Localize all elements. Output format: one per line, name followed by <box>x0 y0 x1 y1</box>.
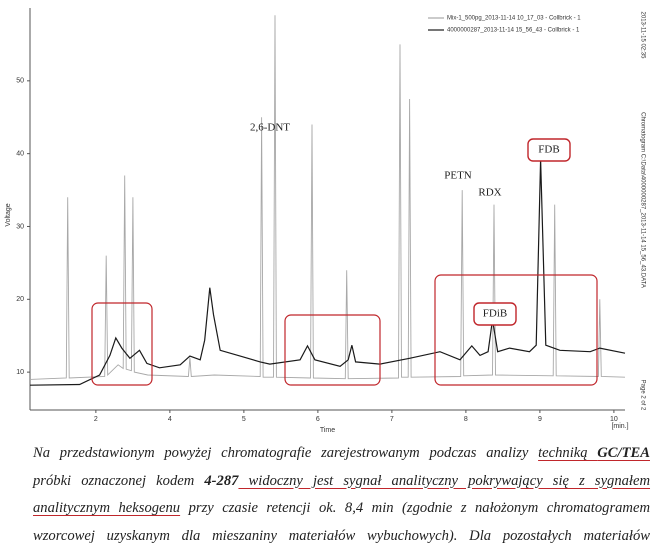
caption-text: analitycznym heksogenu <box>33 500 181 516</box>
caption-text: 4-287 <box>204 472 239 489</box>
chromatogram: 10 20 30 40 50 2 4 5 6 7 8 9 10 Time [min.] Voltage Mix-… <box>5 8 645 434</box>
x-tick-label: 5 <box>242 416 246 423</box>
y-tick-label: 40 <box>16 150 24 157</box>
x-tick-label: 4 <box>168 416 172 423</box>
caption-text: Na przedstawionym powyżej chromatografie… <box>33 445 539 461</box>
x-axis-label: Time <box>320 427 335 434</box>
x-tick-label: 2 <box>94 416 98 423</box>
caption-line: Na przedstawionym powyżej chromatografie… <box>33 445 650 462</box>
series-line <box>29 15 626 380</box>
y-tick-label: 50 <box>16 78 24 85</box>
y-tick-label: 10 <box>16 369 24 376</box>
side-text: Page 2 of 2 <box>639 380 645 411</box>
peak-label: RDX <box>478 187 501 199</box>
caption-text: widoczny jest sygnał analityczny pokrywa… <box>238 472 651 489</box>
x-tick-label: 9 <box>538 416 542 423</box>
peak-label: FDiB <box>483 308 507 320</box>
caption-line: wzorcowej uzyskanym dla mieszaniny mater… <box>33 528 650 545</box>
caption-line: analitycznym heksogenu przy czasie reten… <box>33 500 650 517</box>
label-box <box>527 138 571 162</box>
caption-text: techniką <box>538 445 598 461</box>
caption-text: GC/TEA <box>597 445 650 461</box>
caption-line: próbki oznaczonej kodem 4-287 widoczny j… <box>33 473 650 490</box>
y-tick-label: 30 <box>16 223 24 230</box>
legend-label: 4000000287_2013-11-14 15_56_43 - Collbri… <box>447 28 580 34</box>
side-text: 2013-11-15 02:35 <box>639 12 645 60</box>
legend-label: Mix-1_500pg_2013-11-14 10_17_03 - Collbr… <box>447 16 581 22</box>
x-tick-label: 7 <box>390 416 394 423</box>
peak-label: FDB <box>538 144 559 156</box>
series-line <box>29 159 626 386</box>
label-box <box>473 302 517 326</box>
y-axis-label: Voltage <box>5 203 12 226</box>
highlight-box <box>284 314 381 386</box>
y-tick-label: 20 <box>16 296 24 303</box>
highlight-box <box>91 302 153 386</box>
caption-text: próbki oznaczonej kodem <box>33 472 205 489</box>
caption-text: wzorcowej uzyskanym dla mieszaniny mater… <box>33 527 650 544</box>
side-text: Chromatogram C:\Data\4000000287_2013-11-… <box>639 112 645 288</box>
caption-text: przy czasie retencji ok. 8,4 min (zgodni… <box>180 500 650 516</box>
highlight-box <box>434 274 598 386</box>
x-axis-unit: [min.] <box>611 423 628 430</box>
peak-label: PETN <box>444 170 472 182</box>
x-tick-label: 8 <box>464 416 468 423</box>
peak-label: 2,6-DNT <box>250 122 290 134</box>
x-tick-label: 6 <box>316 416 320 423</box>
x-tick-label: 10 <box>610 416 618 423</box>
